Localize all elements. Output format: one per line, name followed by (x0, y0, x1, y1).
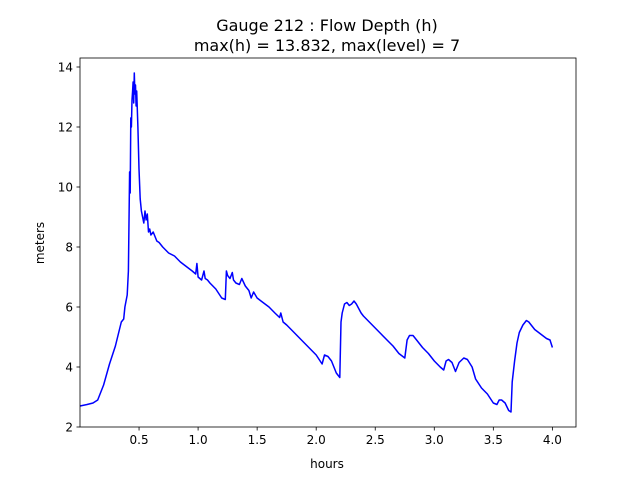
plot-frame (79, 57, 577, 428)
plot-area: 0.5 1.0 1.5 2.0 2.5 3.0 3.5 4.0 2 4 6 8 10 12 14 (58, 57, 577, 447)
x-tick-label: 3.5 (484, 433, 503, 447)
x-axis-label: hours (310, 457, 344, 471)
chart-title-line2: max(h) = 13.832, max(level) = 7 (194, 36, 460, 55)
x-tick-label: 1.0 (189, 433, 208, 447)
x-tick-label: 4.0 (543, 433, 562, 447)
x-tick-label: 0.5 (130, 433, 149, 447)
y-tick-label: 2 (65, 421, 73, 435)
y-tick-label: 8 (65, 241, 73, 255)
x-tick-label: 2.5 (366, 433, 385, 447)
x-tick-label: 2.0 (307, 433, 326, 447)
y-tick-label: 10 (58, 181, 73, 195)
y-tick-label: 14 (58, 61, 73, 75)
x-tick-label: 1.5 (248, 433, 267, 447)
y-axis-label: meters (33, 222, 47, 264)
x-tick-label: 3.0 (425, 433, 444, 447)
chart-title-line1: Gauge 212 : Flow Depth (h) (216, 16, 438, 35)
y-tick-label: 6 (65, 301, 73, 315)
y-tick-label: 4 (65, 361, 73, 375)
series-line-0 (79, 72, 554, 413)
y-tick-label: 12 (58, 121, 73, 135)
